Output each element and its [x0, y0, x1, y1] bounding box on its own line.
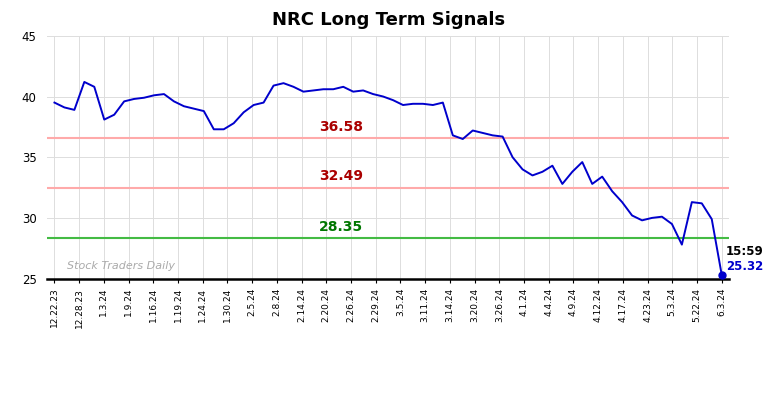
Text: 36.58: 36.58: [319, 120, 363, 134]
Text: 32.49: 32.49: [319, 170, 363, 183]
Text: Stock Traders Daily: Stock Traders Daily: [67, 261, 175, 271]
Text: 28.35: 28.35: [319, 220, 364, 234]
Text: 25.32: 25.32: [726, 260, 764, 273]
Title: NRC Long Term Signals: NRC Long Term Signals: [271, 11, 505, 29]
Text: 15:59: 15:59: [726, 245, 764, 258]
